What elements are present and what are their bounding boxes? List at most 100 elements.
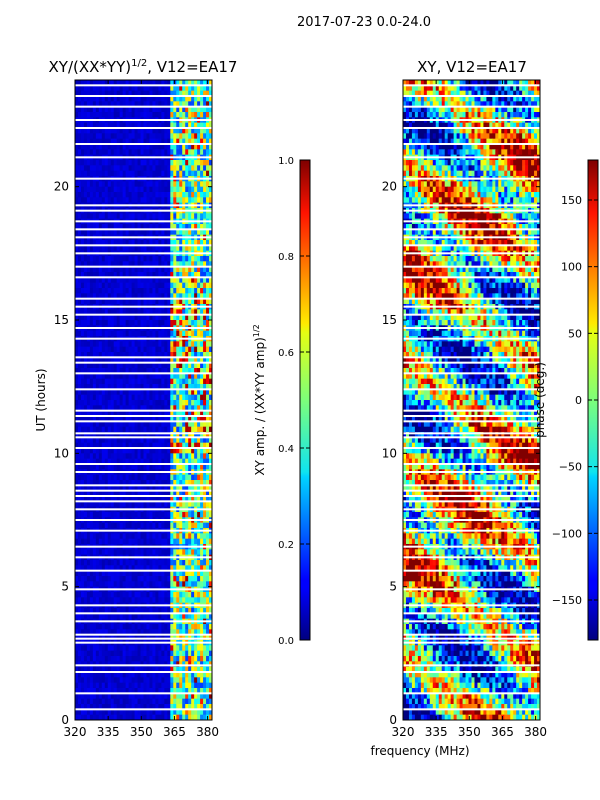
- heatmap-cell: [107, 170, 112, 177]
- heatmap-cell: [194, 522, 198, 529]
- heatmap-cell: [170, 389, 174, 396]
- heatmap-cell: [176, 101, 180, 108]
- heatmap-cell: [122, 597, 127, 604]
- heatmap-cell: [176, 90, 180, 97]
- heatmap-cell: [149, 501, 153, 508]
- heatmap-cell: [113, 421, 118, 428]
- heatmap-cell: [146, 501, 150, 508]
- heatmap-cell: [113, 490, 118, 497]
- heatmap-cell: [92, 106, 97, 113]
- heatmap-cell: [209, 256, 213, 262]
- heatmap-cell: [200, 634, 204, 641]
- heatmap-cell: [101, 133, 106, 140]
- heatmap-cell: [137, 293, 141, 300]
- heatmap-cell: [98, 362, 103, 369]
- heatmap-cell: [77, 122, 82, 129]
- heatmap-cell: [83, 90, 88, 97]
- heatmap-cell: [164, 181, 168, 188]
- heatmap-cell: [143, 85, 147, 92]
- heatmap-cell: [203, 634, 207, 641]
- heatmap-cell: [155, 389, 159, 396]
- heatmap-cell: [155, 330, 159, 337]
- heatmap-cell: [113, 314, 118, 321]
- heatmap-cell: [98, 624, 103, 630]
- heatmap-cell: [146, 389, 150, 396]
- heatmap-cell: [197, 149, 201, 156]
- heatmap-cell: [101, 570, 106, 577]
- heatmap-cell: [164, 85, 168, 92]
- heatmap-cell: [104, 293, 109, 300]
- heatmap-cell: [146, 576, 150, 582]
- heatmap-cell: [98, 533, 103, 540]
- heatmap-cell: [146, 362, 150, 369]
- heatmap-cell: [176, 416, 180, 422]
- heatmap-cell: [131, 512, 135, 518]
- heatmap-cell: [128, 464, 132, 470]
- heatmap-cell: [149, 357, 153, 364]
- heatmap-cell: [149, 80, 153, 86]
- heatmap-cell: [149, 240, 153, 246]
- heatmap-cell: [197, 496, 201, 502]
- heatmap-cell: [98, 160, 103, 166]
- heatmap-cell: [170, 80, 174, 86]
- heatmap-cell: [158, 346, 162, 353]
- heatmap-cell: [143, 448, 147, 454]
- heatmap-cell: [179, 485, 183, 492]
- heatmap-cell: [167, 181, 171, 188]
- heatmap-cell: [137, 501, 141, 508]
- heatmap-cell: [167, 149, 171, 156]
- heatmap-cell: [182, 426, 186, 433]
- heatmap-cell: [92, 464, 97, 470]
- heatmap-cell: [161, 485, 165, 492]
- heatmap-cell: [75, 80, 79, 86]
- heatmap-cell: [140, 229, 144, 236]
- heatmap-cell: [137, 522, 141, 529]
- heatmap-cell: [206, 437, 210, 444]
- heatmap-cell: [146, 298, 150, 305]
- heatmap-cell: [158, 437, 162, 444]
- heatmap-cell: [197, 277, 201, 284]
- heatmap-cell: [179, 373, 183, 380]
- heatmap-cell: [149, 629, 153, 636]
- heatmap-cell: [128, 384, 132, 390]
- heatmap-cell: [209, 266, 213, 273]
- heatmap-cell: [86, 501, 91, 508]
- heatmap-cell: [95, 128, 100, 134]
- heatmap-cell: [98, 282, 103, 289]
- heatmap-cell: [161, 378, 165, 385]
- heatmap-cell: [197, 416, 201, 422]
- heatmap-cell: [75, 272, 79, 278]
- heatmap-cell: [125, 160, 130, 166]
- heatmap-cell: [191, 512, 195, 518]
- heatmap-cell: [200, 309, 204, 316]
- heatmap-cell: [110, 581, 115, 588]
- heatmap-cell: [128, 122, 132, 129]
- heatmap-cell: [101, 576, 106, 582]
- heatmap-cell: [179, 464, 183, 470]
- heatmap-cell: [113, 138, 118, 145]
- heatmap-cell: [143, 522, 147, 529]
- heatmap-cell: [158, 474, 162, 481]
- heatmap-cell: [125, 608, 130, 614]
- heatmap-cell: [83, 298, 88, 305]
- heatmap-cell: [107, 645, 112, 652]
- heatmap-cell: [89, 90, 94, 97]
- heatmap-cell: [176, 229, 180, 236]
- heatmap-cell: [128, 629, 132, 636]
- heatmap-cell: [197, 389, 201, 396]
- heatmap-cell: [122, 656, 127, 662]
- heatmap-cell: [116, 266, 121, 273]
- heatmap-cell: [77, 549, 82, 556]
- heatmap-cell: [140, 144, 144, 150]
- heatmap-cell: [191, 650, 195, 657]
- heatmap-cell: [131, 645, 135, 652]
- heatmap-cell: [191, 549, 195, 556]
- heatmap-cell: [161, 341, 165, 348]
- heatmap-cell: [75, 512, 79, 518]
- heatmap-cell: [92, 613, 97, 620]
- heatmap-cell: [209, 458, 213, 465]
- heatmap-cell: [200, 80, 204, 86]
- heatmap-cell: [83, 570, 88, 577]
- heatmap-cell: [149, 213, 153, 220]
- heatmap-cell: [83, 384, 88, 390]
